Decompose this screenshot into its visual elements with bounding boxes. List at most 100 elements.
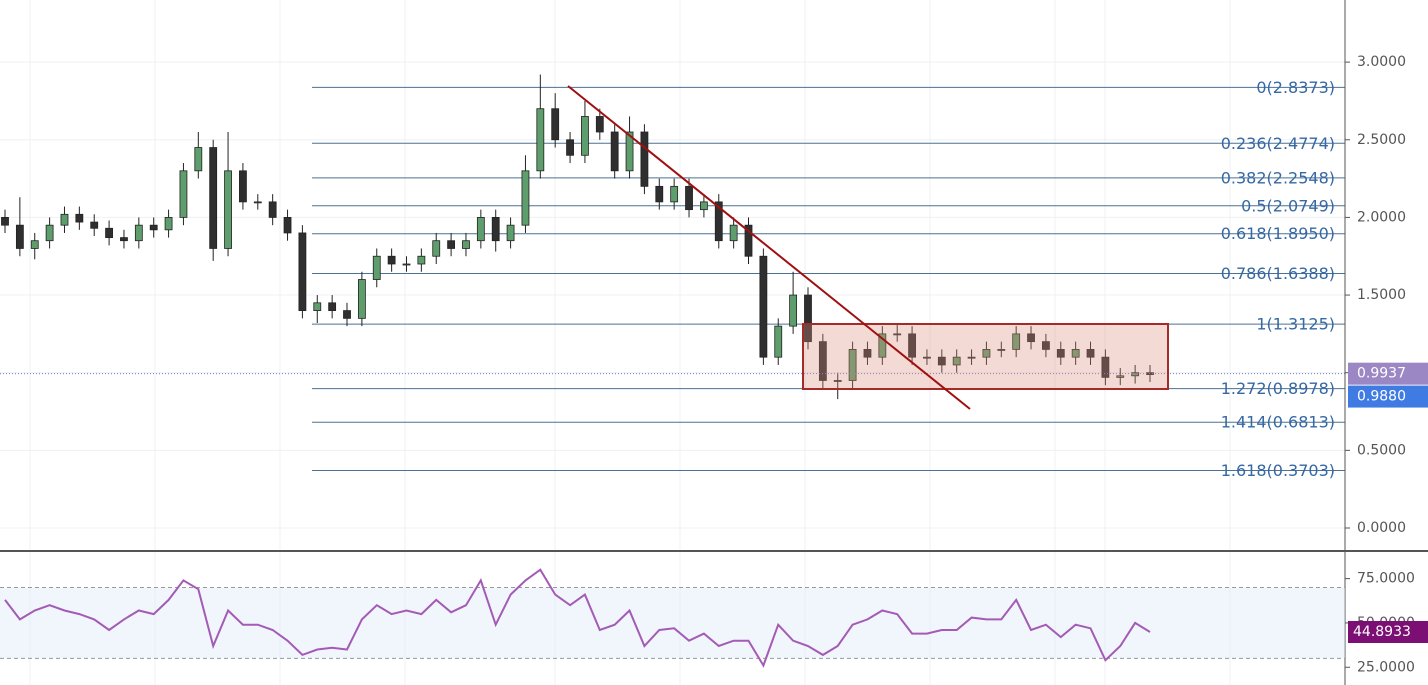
last-price-tag xyxy=(1348,385,1428,408)
candle-body xyxy=(476,217,485,242)
candle-body xyxy=(937,356,946,366)
candle-body xyxy=(908,333,916,358)
candle-body xyxy=(164,217,173,231)
candle-body xyxy=(491,217,500,242)
candle-body xyxy=(536,108,545,172)
candle-body xyxy=(670,185,679,203)
fib-label: 0.382(2.2548) xyxy=(1221,168,1335,187)
candle-body xyxy=(60,213,69,226)
candle-body xyxy=(997,349,1006,351)
fib-label: 0.786(1.6388) xyxy=(1221,264,1335,283)
candle-body xyxy=(729,224,738,242)
fib-label: 0.618(1.8950) xyxy=(1221,224,1335,243)
candle-body xyxy=(774,325,783,358)
candle-body xyxy=(551,108,560,141)
candle-body xyxy=(1131,372,1140,377)
candle-body xyxy=(521,170,530,226)
candle-body xyxy=(75,213,84,223)
candle-body xyxy=(105,227,113,238)
candle-body xyxy=(387,255,396,265)
candle-body xyxy=(313,302,322,311)
candle-body xyxy=(343,310,351,319)
candle-body xyxy=(1101,356,1110,378)
candle-body xyxy=(982,349,991,358)
y-tick-label: 3.0000 xyxy=(1357,54,1406,70)
y-tick-label: 25.0000 xyxy=(1357,659,1415,675)
candle-body xyxy=(1086,349,1095,358)
candle-body xyxy=(120,237,128,242)
fib-label: 1.618(0.3703) xyxy=(1221,461,1335,480)
candle-body xyxy=(149,224,158,231)
y-tick-label: 2.0000 xyxy=(1357,209,1406,225)
candle-body xyxy=(878,333,887,358)
candle-body xyxy=(432,240,441,257)
candle-body xyxy=(923,356,931,359)
candle-body xyxy=(179,170,188,218)
candle-body xyxy=(655,185,664,203)
candle-body xyxy=(298,232,307,311)
axis-labels: 0.00000.50001.00001.50002.00002.50003.00… xyxy=(1348,54,1428,675)
candle-body xyxy=(45,224,54,242)
candle-body xyxy=(625,131,634,172)
candle-body xyxy=(566,139,574,156)
candle-body xyxy=(134,224,143,242)
fib-label: 0.5(2.0749) xyxy=(1241,196,1335,215)
candle-body xyxy=(818,341,827,381)
fib-label: 0(2.8373) xyxy=(1256,78,1335,97)
candle-body xyxy=(462,240,470,249)
rsi-panel xyxy=(0,568,1350,668)
candle-body xyxy=(328,302,337,311)
candle-body xyxy=(268,201,277,218)
fib-label: 1.272(0.8978) xyxy=(1221,379,1335,398)
candle-body xyxy=(253,201,262,204)
candle-body xyxy=(595,116,604,133)
candle-body xyxy=(610,131,619,172)
candle-body xyxy=(1012,333,1021,350)
candle-body xyxy=(506,224,515,242)
rsi-value-tag xyxy=(1348,620,1428,643)
range-box xyxy=(802,323,1169,390)
candle-body xyxy=(1042,341,1050,350)
rsi-value-label: 44.8933 xyxy=(1353,624,1411,640)
candle-body xyxy=(372,255,381,280)
candle-body xyxy=(685,185,693,211)
candle-body xyxy=(1071,349,1080,358)
last-price-label: 0.9880 xyxy=(1357,389,1406,405)
candle-body xyxy=(402,263,411,266)
ma-price-label: 0.9937 xyxy=(1357,366,1406,382)
trend-line xyxy=(567,85,971,410)
candle-body xyxy=(90,221,99,229)
candle-body xyxy=(224,170,232,249)
candle-body xyxy=(759,255,768,358)
candle-body xyxy=(893,333,902,336)
rsi-line xyxy=(4,568,1151,668)
candle-body xyxy=(744,224,753,257)
fib-label: 1.414(0.6813) xyxy=(1221,413,1335,432)
y-tick-label: 1.5000 xyxy=(1357,287,1406,303)
candle-body xyxy=(194,147,203,172)
y-tick-label: 2.5000 xyxy=(1357,132,1406,148)
rsi-band-fill xyxy=(0,587,1345,659)
y-tick-label: 75.0000 xyxy=(1357,571,1415,587)
fib-label: 0.236(2.4774) xyxy=(1221,134,1335,153)
y-tick-label: 0.5000 xyxy=(1357,442,1406,458)
candle-body xyxy=(1,217,9,226)
candle-body xyxy=(15,224,24,249)
candle-body xyxy=(581,116,589,156)
candle-body xyxy=(1056,349,1065,358)
candle-body xyxy=(967,356,976,359)
candle-body xyxy=(1027,333,1035,343)
candle-body xyxy=(848,349,857,381)
candle-body xyxy=(640,131,649,187)
candle-body xyxy=(30,240,39,249)
ma-price-tag xyxy=(1348,362,1428,385)
candle-body xyxy=(1116,375,1125,378)
candle-body xyxy=(357,279,366,319)
fib-label: 1(1.3125) xyxy=(1256,315,1335,334)
candle-body xyxy=(699,201,708,211)
candle-body xyxy=(863,349,872,358)
time-grid xyxy=(29,0,1231,685)
candle-body xyxy=(417,255,426,265)
candle-body xyxy=(239,170,247,203)
